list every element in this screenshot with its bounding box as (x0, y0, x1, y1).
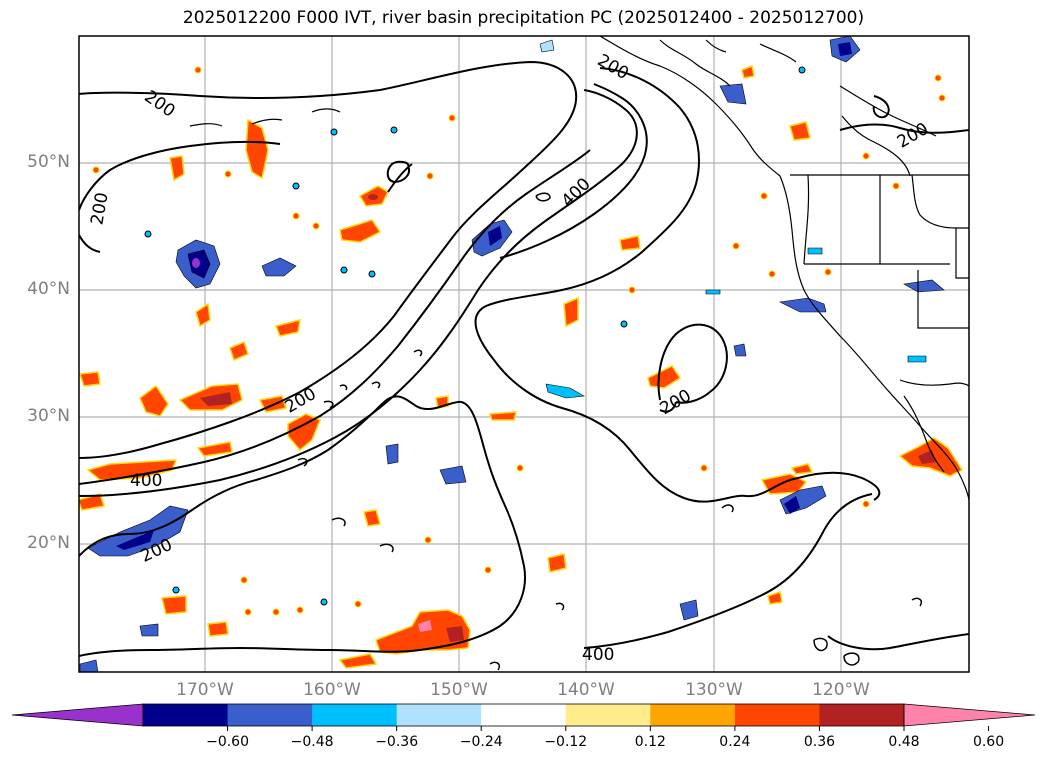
colorbar-segment (481, 704, 567, 726)
colorbar-tick-label: 0.24 (719, 734, 751, 750)
ivt-contour-fragments (297, 192, 923, 671)
precip-positive-patches (79, 64, 964, 669)
contour-labels: 200 200 200 200 200 200 200 400 400 400 (87, 51, 932, 665)
colorbar (11, 703, 1036, 731)
colorbar-segment (819, 704, 905, 726)
coastlines (189, 36, 969, 501)
colorbar-segment (143, 704, 229, 726)
precip-small-dots (92, 66, 946, 616)
colorbar-segment (565, 704, 651, 726)
colorbar-tick-label: −0.24 (459, 734, 503, 750)
colorbar-segment (312, 704, 398, 726)
colorbar-extend-high (903, 703, 1036, 727)
lon-label: 160°W (303, 680, 361, 700)
colorbar-tick-label: 0.48 (888, 734, 920, 750)
colorbar-tick-label: −0.12 (544, 734, 588, 750)
lat-label: 40°N (27, 279, 70, 299)
contour-label-400: 400 (130, 471, 162, 491)
lat-label: 30°N (27, 406, 70, 426)
graticule (79, 36, 969, 672)
precip-negative-patches (79, 36, 945, 672)
lon-label: 150°W (430, 680, 488, 700)
colorbar-segment (650, 704, 736, 726)
colorbar-segment (396, 704, 482, 726)
lon-label: 170°W (176, 680, 234, 700)
colorbar-tick-label: 0.36 (803, 734, 836, 750)
contour-label-400: 400 (582, 645, 614, 665)
lon-label: 140°W (557, 680, 615, 700)
colorbar-border (142, 703, 905, 727)
colorbar-segment (734, 704, 820, 726)
colorbar-extend-low (11, 703, 144, 727)
map-frame (78, 35, 970, 673)
colorbar-segment (227, 704, 313, 726)
colorbar-tick-label: 0.60 (972, 734, 1005, 750)
map-panel (79, 36, 969, 672)
colorbar-tick-label: −0.48 (290, 734, 334, 750)
ivt-contours (79, 60, 969, 657)
colorbar-tick-label: 0.12 (634, 734, 666, 750)
lon-label: 130°W (685, 680, 743, 700)
lon-label: 120°W (812, 680, 870, 700)
lat-label: 50°N (27, 152, 70, 172)
lat-label: 20°N (27, 533, 70, 553)
colorbar-tick-label: −0.60 (206, 734, 249, 750)
map-title: 2025012200 F000 IVT, river basin precipi… (182, 8, 865, 28)
colorbar-tick-label: −0.36 (375, 734, 419, 750)
